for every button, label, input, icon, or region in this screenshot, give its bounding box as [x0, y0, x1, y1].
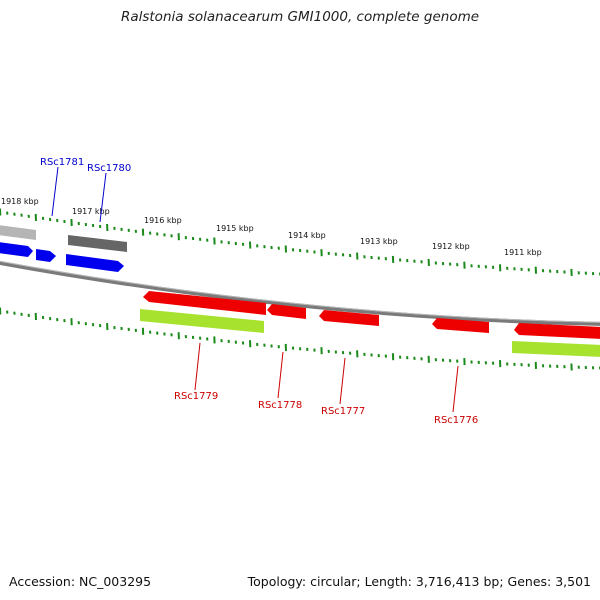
gene-label-reverse[interactable]: RSc1779 [174, 391, 218, 402]
gene-label-forward[interactable]: RSc1780 [87, 163, 131, 174]
forward-strand-features [0, 225, 127, 272]
topology-text: Topology: circular; Length: 3,716,413 bp… [247, 574, 591, 589]
gene-arrow-forward[interactable] [66, 254, 124, 272]
cds-feature-green[interactable] [512, 341, 600, 357]
gene-arrow-reverse[interactable] [514, 323, 600, 339]
scale-label: 1917 kbp [72, 207, 110, 216]
leader-line [99, 172, 107, 223]
scale-label: 1915 kbp [216, 224, 254, 233]
outer-tick-track [0, 208, 600, 276]
gene-label-reverse[interactable]: RSc1778 [258, 400, 302, 411]
gene-arrow-forward[interactable] [0, 242, 33, 257]
scale-label: 1911 kbp [504, 248, 542, 257]
gene-arrow-reverse[interactable] [267, 304, 306, 319]
map-title: Ralstonia solanacearum GMI1000, complete… [120, 9, 480, 25]
gene-label-reverse[interactable]: RSc1777 [321, 406, 365, 417]
gene-label-reverse[interactable]: RSc1776 [434, 415, 478, 426]
scale-label: 1913 kbp [360, 237, 398, 246]
genome-backbone [0, 260, 600, 326]
cds-feature-green[interactable] [140, 309, 264, 333]
gene-arrow-forward[interactable] [36, 249, 56, 262]
scale-label: 1912 kbp [432, 242, 470, 251]
leader-line [339, 357, 346, 405]
gene-arrow-reverse[interactable] [319, 310, 379, 326]
gene-label-forward[interactable]: RSc1781 [40, 157, 84, 168]
rna-feature-gray[interactable] [68, 235, 127, 252]
accession-text: Accession: NC_003295 [9, 574, 152, 589]
leader-line [277, 351, 284, 399]
label-leaders [51, 166, 459, 413]
scale-label: 1914 kbp [288, 231, 326, 240]
leader-line [51, 166, 59, 217]
leader-line [452, 365, 459, 413]
gene-arrow-reverse[interactable] [432, 318, 489, 333]
leader-line [194, 342, 201, 391]
genome-backbone-highlight [0, 260, 600, 323]
inner-tick-track [0, 307, 600, 371]
scale-label: 1918 kbp [1, 197, 39, 206]
rna-feature-gray[interactable] [0, 225, 36, 240]
reverse-strand-features [140, 291, 600, 357]
scale-label: 1916 kbp [144, 216, 182, 225]
gene-arrow-reverse[interactable] [143, 291, 266, 315]
scale-labels: 1918 kbp 1917 kbp 1916 kbp 1915 kbp 1914… [1, 197, 542, 257]
gene-labels: RSc1781 RSc1780 RSc1779 RSc1778 RSc1777 … [40, 157, 478, 426]
